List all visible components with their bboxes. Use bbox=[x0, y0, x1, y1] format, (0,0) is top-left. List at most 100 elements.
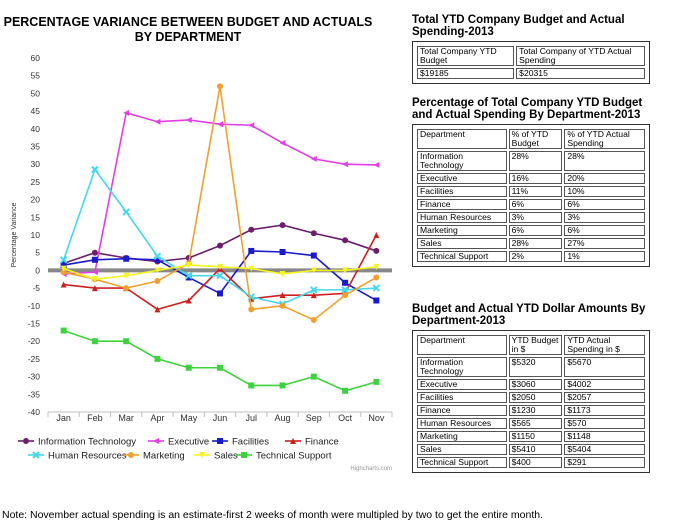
table-row: Technical Support 2% 1% bbox=[417, 251, 645, 262]
data-point bbox=[154, 355, 161, 362]
table-cell: 28% bbox=[508, 238, 563, 249]
series-line-1 bbox=[63, 111, 377, 275]
data-point bbox=[310, 252, 317, 259]
data-point bbox=[217, 364, 223, 371]
table-header-row: Department YTD Budget in $ YTD Actual Spen… bbox=[417, 335, 645, 355]
y-tick-label: -25 bbox=[28, 354, 41, 364]
table-cell: 28% bbox=[564, 151, 645, 171]
table-cell: Finance bbox=[417, 199, 507, 210]
data-point bbox=[154, 118, 161, 125]
data-point bbox=[217, 263, 223, 270]
data-point bbox=[248, 226, 255, 233]
data-point bbox=[279, 248, 286, 255]
legend-label: Sales bbox=[214, 451, 238, 462]
data-point bbox=[217, 83, 223, 90]
table-row: Marketing $1150 $1148 bbox=[417, 431, 645, 442]
header-cell: % of YTD Actual Spending bbox=[564, 129, 645, 149]
data-point bbox=[60, 327, 67, 334]
legend-marker bbox=[23, 438, 29, 444]
data-point bbox=[373, 263, 380, 270]
table-row: Human Resources 3% 3% bbox=[417, 212, 645, 223]
data-point bbox=[185, 262, 192, 269]
data-point bbox=[279, 222, 286, 229]
y-tick-label: -40 bbox=[28, 407, 41, 417]
table-cell: $1173 bbox=[564, 405, 645, 416]
header-cell: YTD Actual Spending in $ bbox=[564, 335, 645, 355]
data-point bbox=[279, 302, 286, 309]
table-cell: 27% bbox=[564, 238, 645, 249]
legend-marker bbox=[241, 452, 247, 458]
x-tick-label: Feb bbox=[87, 413, 103, 423]
table-cell: 11% bbox=[508, 186, 563, 197]
table-row: Facilities 11% 10% bbox=[417, 186, 645, 197]
table-cell: 20% bbox=[564, 173, 645, 184]
legend-label: Technical Support bbox=[256, 451, 332, 462]
data-point bbox=[310, 267, 317, 274]
table-header-row: Total Company YTD Budget Total Company o… bbox=[417, 46, 645, 66]
series-line-5 bbox=[63, 86, 377, 321]
y-tick-label: 5 bbox=[35, 248, 40, 258]
table-cell: $570 bbox=[564, 418, 645, 429]
total-ytd-box: Total Company YTD Budget Total Company o… bbox=[412, 41, 650, 84]
table-cell: Marketing bbox=[417, 225, 507, 236]
table-cell: Technical Support bbox=[417, 251, 507, 262]
table-cell: 16% bbox=[508, 173, 563, 184]
percentage-table: Department% of YTD Budget% of YTD Actual… bbox=[415, 127, 647, 264]
table-cell: 6% bbox=[508, 225, 563, 236]
chart-title: PERCENTAGE VARIANCE BETWEEN BUDGET AND A… bbox=[4, 15, 373, 44]
data-point bbox=[279, 292, 286, 299]
x-tick-label: Aug bbox=[275, 413, 291, 423]
data-point bbox=[310, 155, 317, 162]
table-cell: 6% bbox=[508, 199, 563, 210]
x-tick-label: Jul bbox=[246, 413, 258, 423]
data-point bbox=[60, 269, 67, 276]
data-point bbox=[310, 373, 317, 380]
legend-label: Executive bbox=[168, 437, 209, 448]
header-cell: % of YTD Budget bbox=[508, 129, 563, 149]
x-tick-label: Nov bbox=[368, 413, 385, 423]
table-row: Information Technology $5320 $5670 bbox=[417, 357, 645, 377]
table-row: Marketing 6% 6% bbox=[417, 225, 645, 236]
data-point bbox=[185, 364, 192, 371]
data-point bbox=[185, 274, 192, 281]
table-cell: Facilities bbox=[417, 392, 507, 403]
data-point bbox=[154, 306, 161, 313]
table-row: Executive $3060 $4002 bbox=[417, 379, 645, 390]
table-cell: Human Resources bbox=[417, 418, 507, 429]
data-point bbox=[248, 382, 255, 389]
table-cell: 2% bbox=[508, 251, 563, 262]
table-cell: $1150 bbox=[508, 431, 563, 442]
data-point bbox=[154, 256, 161, 263]
data-point bbox=[60, 265, 67, 272]
total-ytd-title: Total YTD Company Budget and Actual Spen… bbox=[412, 14, 625, 38]
table-cell: 10% bbox=[564, 186, 645, 197]
table-row: Technical Support $400 $291 bbox=[417, 457, 645, 468]
header-cell: Total Company YTD Budget bbox=[417, 46, 515, 66]
data-point bbox=[373, 161, 380, 168]
table-cell: $565 bbox=[508, 418, 563, 429]
data-point bbox=[154, 267, 161, 274]
data-point bbox=[373, 297, 380, 304]
table-row: Sales $5410 $5404 bbox=[417, 444, 645, 455]
legend-marker bbox=[290, 438, 296, 444]
data-point bbox=[248, 265, 255, 272]
data-point bbox=[217, 290, 223, 297]
y-tick-label: 60 bbox=[31, 53, 41, 63]
table-cell: $2057 bbox=[564, 392, 645, 403]
table-cell: $19185 bbox=[417, 68, 515, 79]
data-point bbox=[123, 272, 130, 279]
legend-marker bbox=[217, 438, 223, 444]
y-axis-label: Percentage Variance bbox=[11, 202, 18, 267]
data-point bbox=[122, 208, 130, 216]
data-point bbox=[91, 269, 98, 276]
table-cell: Sales bbox=[417, 238, 507, 249]
legend-label: Information Technology bbox=[38, 437, 136, 448]
y-tick-label: 55 bbox=[31, 71, 41, 81]
data-point bbox=[342, 267, 349, 274]
data-point bbox=[154, 278, 161, 285]
data-point bbox=[248, 247, 255, 254]
data-point bbox=[216, 272, 224, 280]
table-row: Finance $1230 $1173 bbox=[417, 405, 645, 416]
table-cell: Information Technology bbox=[417, 151, 507, 171]
header-cell: Department bbox=[417, 335, 507, 355]
